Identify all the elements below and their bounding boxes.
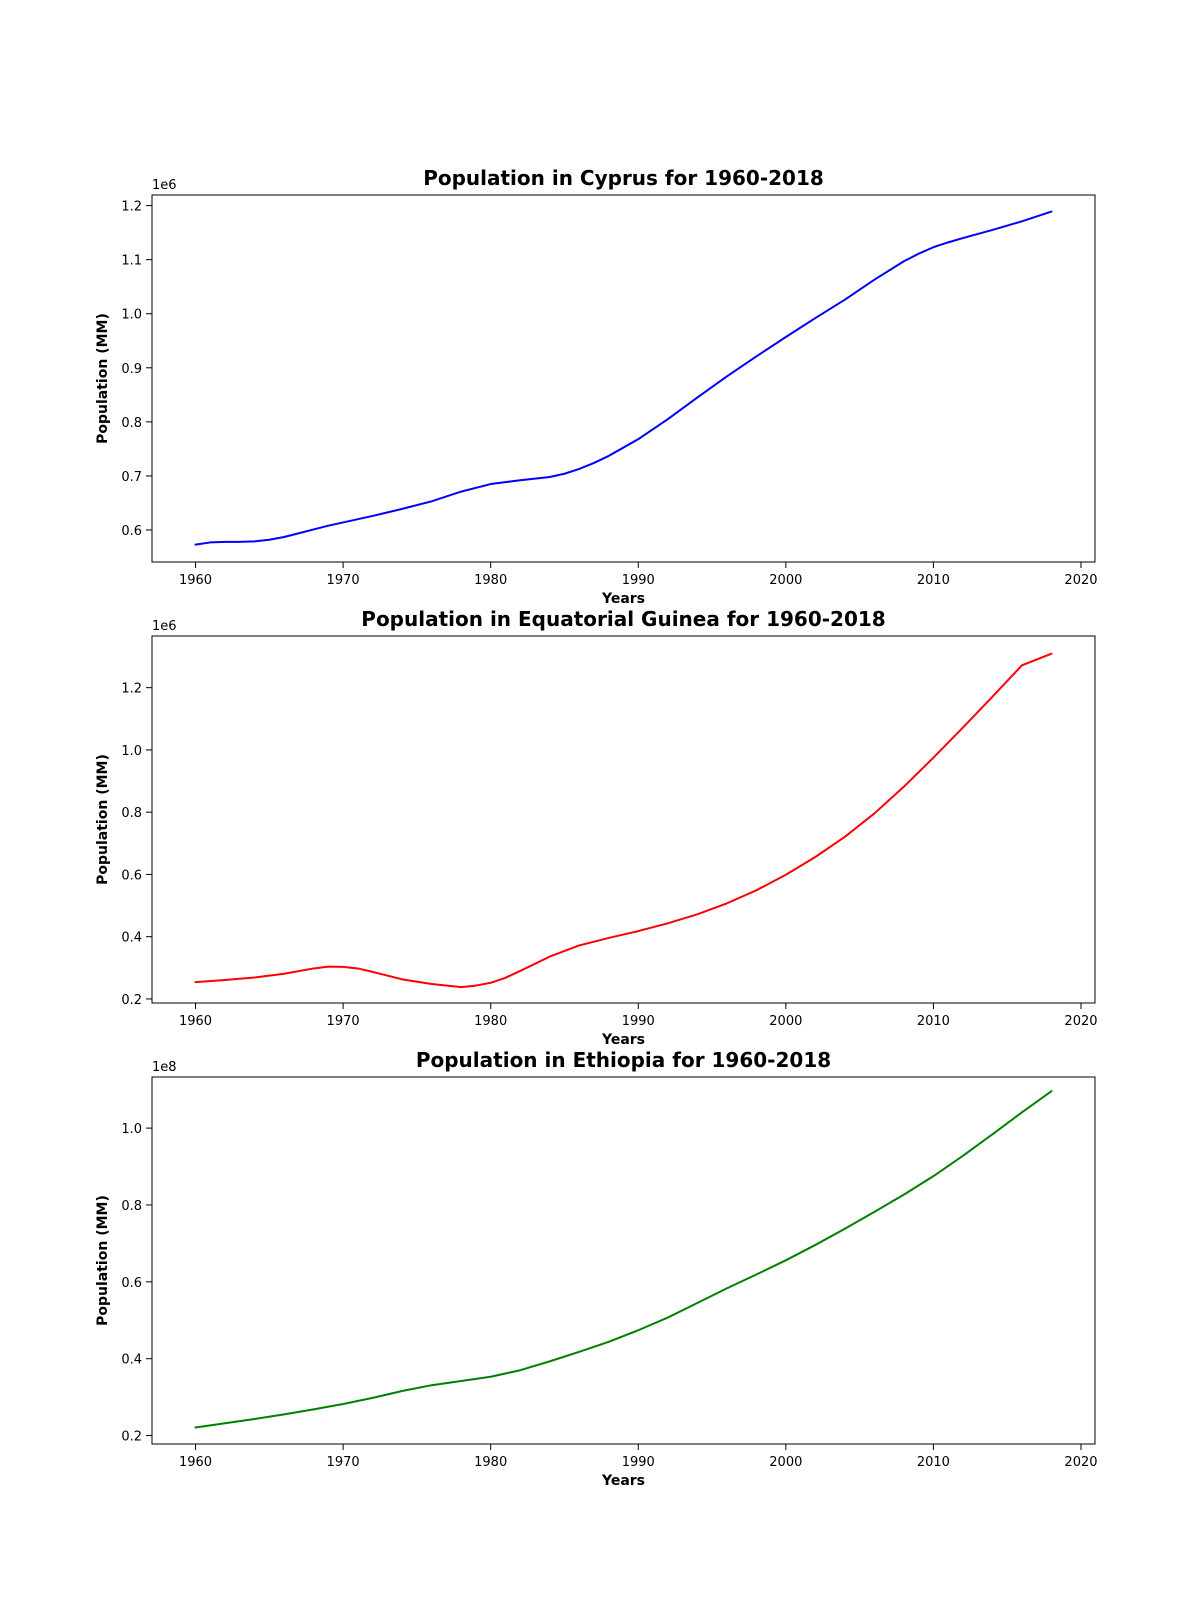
- chart-2-y-tick-label: 0.2: [121, 993, 142, 1008]
- chart-2-series-line: [194, 652, 1053, 989]
- chart-1-y-tick-label: 0.7: [121, 470, 142, 485]
- chart-3-x-tick-label: 2020: [1064, 1455, 1097, 1470]
- chart-1-y-tick-label: 1.2: [121, 200, 142, 215]
- chart-1-y-tick-label: 1.1: [121, 254, 142, 269]
- chart-2-x-axis-label: Years: [601, 1032, 645, 1048]
- chart-3: 1960 1970 1980 1990 2000 2010 2020 0.2 0.4 0.6 0.8…: [95, 1048, 1098, 1489]
- chart-1-title: Population in Cyprus for 1960-2018: [423, 166, 824, 190]
- chart-1-x-tick-label: 2020: [1064, 573, 1097, 588]
- chart-3-x-tick-label: 1990: [622, 1455, 655, 1470]
- chart-1-x-tick-label: 2000: [769, 573, 802, 588]
- chart-3-x-tick-label: 1980: [474, 1455, 507, 1470]
- chart-1-series-line: [194, 210, 1053, 546]
- chart-2-y-tick-label: 1.0: [121, 744, 142, 759]
- chart-3-y-tick-label: 1.0: [121, 1122, 142, 1137]
- chart-2-x-tick-label: 1980: [474, 1014, 507, 1029]
- chart-1-x-tick-label: 1960: [179, 573, 212, 588]
- chart-1-x-tick-label: 2010: [917, 573, 950, 588]
- chart-1-x-tick-label: 1970: [327, 573, 360, 588]
- chart-3-y-axis-label: Population (MM): [95, 1195, 111, 1326]
- chart-3-y-tick-label: 0.6: [121, 1276, 142, 1291]
- chart-2-x-tick-label: 2010: [917, 1014, 950, 1029]
- chart-1-plot-area: [151, 194, 1096, 563]
- chart-1: 1960 1970 1980 1990 2000 2010 2020 0.6 0.7 0.8 0.9…: [95, 166, 1098, 607]
- chart-3-y-tick-label: 0.2: [121, 1430, 142, 1445]
- chart-2-plot-area: [151, 635, 1096, 1004]
- chart-2-x-tick-label: 1960: [179, 1014, 212, 1029]
- chart-3-y-tick-label: 0.8: [121, 1199, 142, 1214]
- chart-2: 1960 1970 1980 1990 2000 2010 2020 0.2 0.4 0.6 0.8…: [95, 607, 1098, 1048]
- chart-2-x-tick-label: 2020: [1064, 1014, 1097, 1029]
- chart-2-y-axis-label: Population (MM): [95, 754, 111, 885]
- chart-1-x-tick-label: 1990: [622, 573, 655, 588]
- chart-3-x-axis-label: Years: [601, 1473, 645, 1489]
- chart-3-x-tick-label: 2010: [917, 1455, 950, 1470]
- chart-2-y-tick-label: 1.2: [121, 682, 142, 697]
- chart-1-x-axis-label: Years: [601, 591, 645, 607]
- chart-1-y-tick-label: 0.8: [121, 416, 142, 431]
- chart-2-x-tick-label: 2000: [769, 1014, 802, 1029]
- chart-2-y-tick-label: 0.8: [121, 806, 142, 821]
- chart-2-offset-label: 1e6: [152, 619, 177, 634]
- chart-1-x-tick-label: 1980: [474, 573, 507, 588]
- chart-2-title: Population in Equatorial Guinea for 1960…: [361, 607, 885, 631]
- chart-1-y-axis-label: Population (MM): [95, 313, 111, 444]
- chart-1-y-tick-label: 0.6: [121, 524, 142, 539]
- chart-1-offset-label: 1e6: [152, 178, 177, 193]
- chart-2-y-tick-label: 0.4: [121, 931, 142, 946]
- chart-1-y-tick-label: 0.9: [121, 362, 142, 377]
- chart-2-x-tick-label: 1990: [622, 1014, 655, 1029]
- chart-3-offset-label: 1e8: [152, 1060, 177, 1075]
- chart-3-x-tick-label: 1970: [327, 1455, 360, 1470]
- chart-3-title: Population in Ethiopia for 1960-2018: [416, 1048, 831, 1072]
- chart-3-plot-area: [151, 1076, 1096, 1445]
- chart-3-y-tick-label: 0.4: [121, 1353, 142, 1368]
- chart-1-y-tick-label: 1.0: [121, 308, 142, 323]
- chart-2-x-tick-label: 1970: [327, 1014, 360, 1029]
- chart-2-y-tick-label: 0.6: [121, 868, 142, 883]
- chart-3-x-tick-label: 2000: [769, 1455, 802, 1470]
- chart-3-x-tick-label: 1960: [179, 1455, 212, 1470]
- chart-3-series-line: [194, 1090, 1053, 1429]
